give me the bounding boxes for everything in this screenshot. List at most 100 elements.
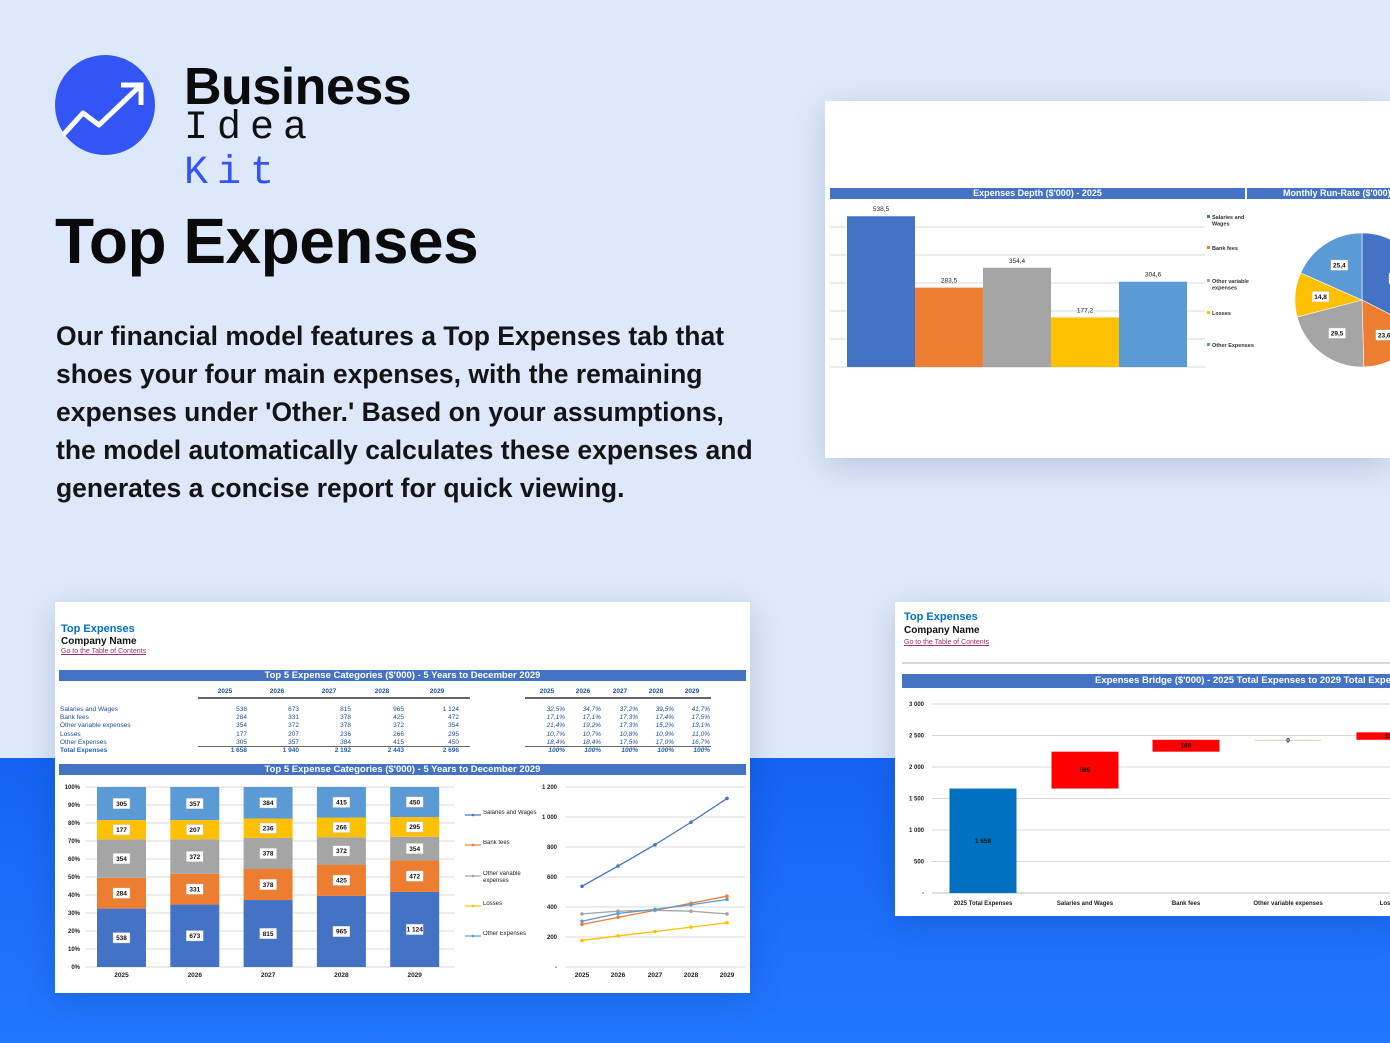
row-percent: 100%: [548, 747, 565, 754]
series-point: [689, 909, 693, 913]
segment-label: 450: [409, 799, 420, 806]
pie-label-group: 23,6: [1375, 329, 1390, 341]
row-percent: 19,2%: [582, 722, 601, 730]
legend-swatch: [1207, 311, 1210, 314]
year-header: 2026: [269, 688, 285, 695]
legend-item: Other Expenses: [483, 931, 527, 937]
row-percent: 100%: [693, 747, 710, 754]
year-header: 2028: [374, 688, 390, 695]
row-value: 354: [448, 722, 459, 730]
pie-label-group: 29,5: [1328, 327, 1346, 339]
legend-marker: [471, 904, 475, 908]
x-tick-label: 2029: [720, 972, 735, 979]
series-point: [725, 894, 729, 898]
pie-label: 14,8: [1314, 294, 1327, 301]
segment-label-group: 372: [186, 851, 204, 862]
logo-word-idea-kit: Idea Kit: [184, 106, 435, 196]
row-percent: 10,8%: [619, 730, 638, 738]
pie-label: 29,5: [1331, 331, 1344, 338]
segment-label-box: [112, 932, 131, 944]
row-value: 384: [340, 738, 351, 746]
row-value: 207: [288, 730, 299, 738]
segment-label-group: 538: [112, 932, 131, 944]
table-of-contents-link[interactable]: Go to the Table of Contents: [61, 648, 147, 655]
row-value: 236: [340, 730, 351, 738]
pie-label: 23,6: [1378, 332, 1390, 339]
table-of-contents-link[interactable]: Go to the Table of Contents: [904, 639, 990, 646]
segment-label-group: 354: [406, 843, 424, 854]
bridge-value-label: 0: [1286, 737, 1290, 744]
y-tick-label: 2 000: [909, 765, 925, 771]
segment-label-group: 415: [332, 796, 351, 808]
expenses-bridge-card: Top Expenses Company Name Go to the Tabl…: [895, 602, 1390, 916]
pie-label-group: 44,9: [1388, 272, 1390, 284]
row-percent: 15,2%: [655, 722, 674, 730]
x-tick-label: Losses: [1380, 901, 1390, 907]
segment-label: 384: [263, 800, 274, 807]
segment-label: 354: [116, 856, 127, 863]
segment-label-group: 378: [259, 879, 277, 890]
y-tick-label: 400: [547, 905, 558, 911]
series-point: [653, 907, 657, 912]
legend-item: Salaries and Wages: [483, 810, 536, 816]
row-value: 1 124: [442, 706, 459, 713]
y-tick-label: 1 200: [542, 785, 558, 791]
row-label: Other variable expenses: [60, 722, 131, 730]
series-line: [581, 797, 728, 887]
row-value: 673: [288, 706, 299, 713]
segment-label-group: 331: [186, 883, 204, 895]
y-tick-label: 2 500: [909, 734, 925, 740]
stacked-and-line-charts: 0% 10% 20% 30% 40% 50% 60% 70% 80% 90% 100% 538 284 3…: [65, 785, 745, 979]
segment-label-box: [332, 874, 351, 886]
year-header: 2028: [648, 688, 664, 695]
segment-label-group: 425: [332, 874, 351, 886]
depth-and-runrate-charts: 538,5 283,5 354,4 177,2 304,6 Salaries and Wag…: [830, 206, 1390, 368]
legend-item: Bank fees: [483, 840, 510, 846]
x-tick-label: 2025: [575, 972, 590, 979]
pie-label-box: [1311, 291, 1330, 303]
row-percent: 17,1%: [582, 714, 601, 722]
legend-label: Other variable expenses: [1212, 279, 1249, 292]
header-rule: [198, 746, 470, 747]
pie-slice: [1361, 232, 1390, 315]
row-value: 357: [288, 738, 299, 746]
y-tick-label: 70%: [68, 839, 81, 845]
segment-label: 415: [336, 800, 347, 807]
segment-label: 284: [116, 890, 127, 897]
segment-label-box: [259, 928, 277, 939]
legend-label: Other Expenses: [483, 931, 527, 937]
row-value: 1 940: [282, 747, 299, 754]
segment-label: 472: [409, 873, 420, 880]
segment-label: 357: [189, 801, 200, 808]
segment-label-group: 378: [259, 848, 277, 859]
series-point: [725, 897, 729, 902]
segment-label-box: [406, 821, 424, 833]
segment-label-box: [332, 926, 351, 937]
y-tick-label: 50%: [68, 875, 81, 881]
bridge-value-label: 1 658: [975, 838, 992, 845]
pie-label-box: [1388, 272, 1390, 284]
x-tick-label: 2028: [684, 972, 699, 979]
series-point: [580, 938, 584, 943]
row-percent: 100%: [657, 747, 674, 754]
legend-label: Other variable expenses: [483, 871, 521, 884]
legend-label: Salaries and Wages: [1212, 215, 1244, 228]
segment-label-box: [259, 879, 277, 890]
y-tick-label: 3 000: [909, 702, 925, 708]
row-percent: 37,2%: [619, 706, 638, 713]
y-tick-label: 1 500: [909, 797, 925, 803]
segment-label-group: 673: [186, 930, 204, 942]
series-point: [580, 884, 584, 889]
trend-arrow-icon: [55, 55, 155, 155]
segment-label-group: 266: [332, 821, 351, 833]
series-point: [653, 842, 657, 847]
row-percent: 16,7%: [691, 738, 710, 746]
year-header: 2025: [539, 688, 555, 695]
bridge-bar: [1051, 751, 1119, 789]
segment-label-box: [112, 798, 131, 809]
x-tick-label: 2027: [648, 972, 663, 979]
series-point: [616, 864, 620, 868]
series-point: [725, 920, 729, 925]
segment-label-box: [332, 845, 351, 857]
top-expenses-sheet-card: Top Expenses Company Name Go to the Tabl…: [55, 602, 750, 993]
